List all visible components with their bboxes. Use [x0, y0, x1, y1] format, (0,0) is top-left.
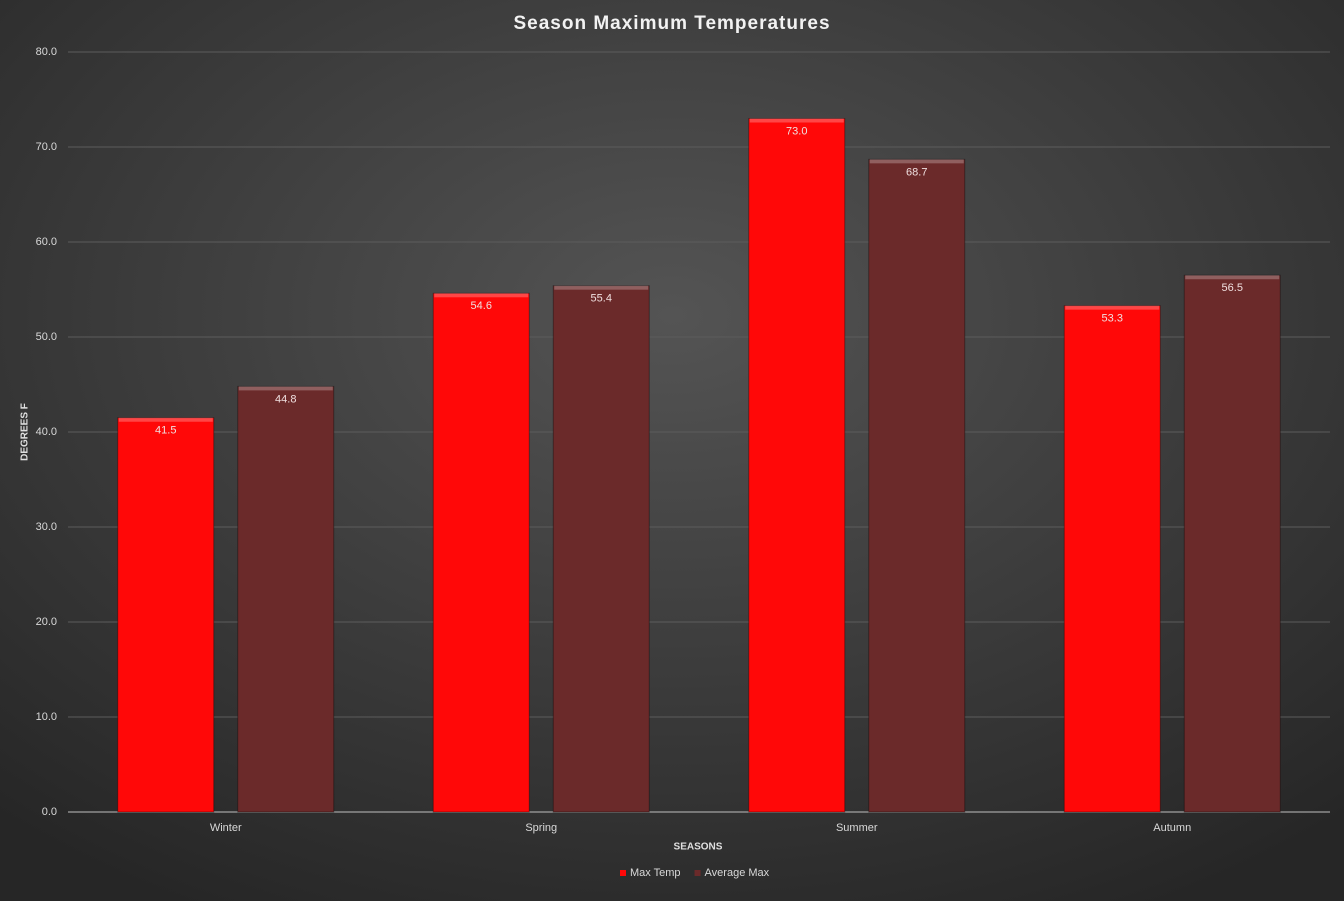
bar-highlight [1065, 305, 1160, 310]
y-tick-label: 80.0 [36, 46, 57, 58]
y-tick-label: 30.0 [36, 521, 57, 533]
data-label: 44.8 [275, 393, 296, 405]
x-tick-label: Autumn [1153, 822, 1191, 834]
bar-highlight [869, 159, 964, 164]
bar [432, 292, 530, 813]
y-tick-label: 60.0 [36, 236, 57, 248]
y-tick-label: 10.0 [36, 711, 57, 723]
y-tick-label: 20.0 [36, 616, 57, 628]
legend-swatch [694, 870, 701, 876]
data-label: 73.0 [786, 125, 807, 137]
bar [117, 417, 215, 813]
bar-highlight [749, 118, 844, 123]
data-label: 68.7 [906, 166, 927, 178]
data-label: 54.6 [471, 300, 492, 312]
bar [868, 158, 966, 813]
bar [1183, 274, 1281, 813]
bar [552, 285, 650, 813]
x-tick-label: Spring [525, 822, 557, 834]
data-label: 55.4 [591, 293, 612, 305]
chart-title: Season Maximum Temperatures [513, 13, 830, 34]
bar-highlight [238, 386, 333, 391]
x-tick-label: Winter [210, 822, 242, 834]
y-tick-label: 40.0 [36, 426, 57, 438]
x-tick-label: Summer [836, 822, 878, 834]
y-tick-label: 50.0 [36, 331, 57, 343]
bar [237, 385, 335, 813]
bar-highlight [118, 417, 213, 422]
legend-label: Average Max [705, 867, 770, 879]
legend-label: Max Temp [630, 867, 681, 879]
legend-swatch [620, 870, 626, 876]
data-label: 56.5 [1222, 282, 1243, 294]
bar-highlight [554, 285, 649, 290]
bar-highlight [1185, 275, 1280, 280]
x-axis-title: SEASONS [674, 842, 723, 853]
bar [748, 118, 846, 813]
y-axis-title: DEGREES F [20, 403, 31, 461]
y-tick-label: 0.0 [42, 806, 57, 818]
data-label: 53.3 [1102, 313, 1123, 325]
y-tick-label: 70.0 [36, 141, 57, 153]
bar [1063, 305, 1161, 813]
bar-highlight [434, 293, 529, 298]
data-label: 41.5 [155, 425, 176, 437]
